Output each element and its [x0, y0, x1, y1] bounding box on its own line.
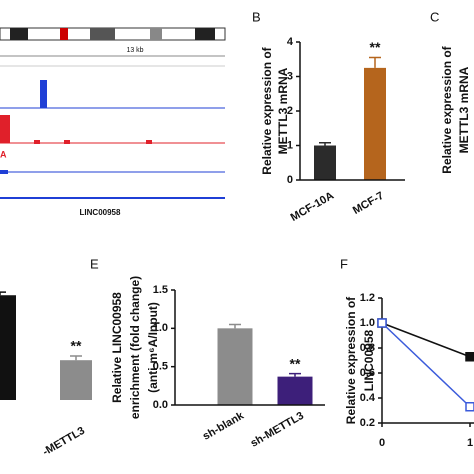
error-bar: [369, 56, 381, 68]
y-tick-label: 2: [287, 105, 293, 117]
bar: [364, 67, 386, 180]
bar: [0, 295, 16, 400]
y-axis-label: enrichment (fold change): [128, 276, 142, 419]
series-line: [381, 322, 471, 358]
panel-label: E: [90, 256, 99, 271]
y-axis-label: Relative LINC00958: [110, 292, 124, 403]
genome-browser: 13 kb LINC00958 A: [0, 27, 226, 217]
y-axis-label: (anti-m⁶A/Input): [146, 302, 160, 393]
significance: **: [290, 355, 301, 371]
x-tick-label: MCF-7: [351, 190, 386, 217]
y-axis-label: Relative expression of: [440, 45, 454, 173]
scale-label: 13 kb: [126, 47, 143, 54]
error-bar: [70, 355, 82, 361]
bar: [314, 145, 336, 180]
panel-label: B: [252, 9, 261, 24]
point: [465, 402, 474, 412]
x-tick-label: sh-METTL3: [249, 410, 306, 450]
x-tick-label: sh-blank: [201, 409, 247, 442]
y-tick-label: 1.0: [153, 322, 168, 334]
point: [377, 318, 387, 328]
panel-label: F: [340, 256, 348, 271]
y-tick-label: 0.5: [153, 361, 168, 373]
y-axis-label: METTL3 mRNA: [276, 67, 290, 154]
error-bar: [289, 372, 301, 377]
bar: [60, 360, 92, 400]
series-line: [381, 322, 471, 408]
y-tick-label: 1.0: [360, 317, 375, 329]
y-tick-label: 0.0: [153, 399, 168, 411]
y-axis-label: Relative expression of: [344, 296, 358, 424]
y-tick-label: 1.2: [360, 292, 375, 304]
y-tick-label: 0.8: [360, 342, 375, 354]
point: [465, 352, 474, 362]
significance: **: [370, 39, 381, 55]
y-tick-label: 1.5: [153, 284, 168, 296]
y-axis-label: LINC00958: [362, 329, 376, 391]
y-axis-label: Relative expression of: [260, 46, 274, 174]
panel-label: A: [0, 149, 7, 159]
y-tick-label: 0.2: [360, 417, 375, 429]
panel-label: C: [430, 9, 439, 24]
significance: **: [71, 338, 82, 354]
y-tick-label: 0: [287, 174, 293, 186]
y-tick-label: 3: [287, 70, 293, 82]
error-bar: [0, 291, 6, 296]
x-tick-label: 1: [467, 437, 473, 449]
error-bar: [319, 141, 331, 146]
x-tick-label: -METTL3: [41, 425, 87, 459]
gene-label: LINC00958: [80, 208, 121, 217]
y-tick-label: 1: [287, 139, 293, 151]
x-tick-label: MCF-10A: [289, 190, 336, 224]
bar: [217, 328, 253, 405]
y-tick-label: 0.4: [360, 392, 376, 404]
y-tick-label: 0.6: [360, 367, 375, 379]
error-bar: [229, 323, 241, 329]
y-tick-label: 4: [287, 36, 294, 48]
bar: [277, 376, 313, 405]
x-tick-label: 0: [379, 437, 385, 449]
y-axis-label: METTL3 mRNA: [457, 66, 471, 153]
